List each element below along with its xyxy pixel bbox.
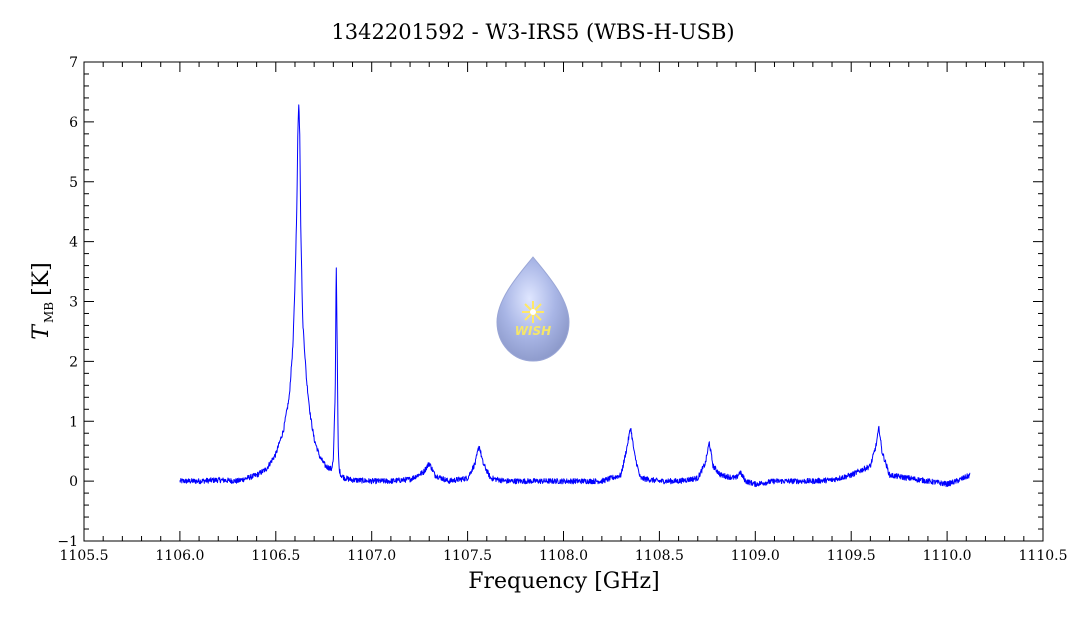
x-tick-labels: 1105.5 1106.0 1106.5 1107.0 1107.5 1108.0 1108… xyxy=(60,548,1067,564)
y-tick-label: 5 xyxy=(69,175,78,191)
y-axis-label-sub: MB xyxy=(42,302,56,323)
y-tick-label: 2 xyxy=(69,354,78,370)
y-tick-label: 1 xyxy=(69,414,78,430)
y-tick-label: −1 xyxy=(57,534,78,550)
y-tick-label: 6 xyxy=(69,115,78,131)
x-tick-label: 1107.0 xyxy=(347,548,396,564)
svg-text:TMB[K]: TMB [K] xyxy=(29,262,56,339)
watermark-text: WISH xyxy=(515,324,551,338)
x-tick-label: 1110.5 xyxy=(1019,548,1067,564)
x-tick-label: 1106.5 xyxy=(251,548,300,564)
chart-title: 1342201592 - W3-IRS5 (WBS-H-USB) xyxy=(331,20,734,44)
y-tick-label: 0 xyxy=(69,474,78,490)
y-axis-label-unit: [K] xyxy=(29,262,54,296)
x-axis-label: Frequency [GHz] xyxy=(468,569,660,594)
y-tick-label: 7 xyxy=(69,55,78,71)
y-tick-label: 4 xyxy=(69,235,78,251)
y-axis-label-main: T xyxy=(29,323,54,340)
spectrum-line xyxy=(179,104,971,488)
x-tick-label: 1108.0 xyxy=(539,548,588,564)
wish-logo: WISH xyxy=(496,256,570,362)
x-tick-label: 1108.5 xyxy=(635,548,684,564)
y-axis-label: TMB [K] xyxy=(29,262,56,339)
star-icon xyxy=(522,301,544,323)
axis-ticks xyxy=(83,61,1044,542)
x-tick-label: 1109.5 xyxy=(827,548,876,564)
x-tick-label: 1105.5 xyxy=(60,548,109,564)
x-tick-label: 1110.0 xyxy=(923,548,972,564)
x-tick-label: 1106.0 xyxy=(155,548,204,564)
y-tick-labels: −1 0 1 2 3 4 5 6 7 xyxy=(57,55,78,550)
x-tick-label: 1109.0 xyxy=(731,548,780,564)
y-tick-label: 3 xyxy=(69,295,78,311)
x-tick-label: 1107.5 xyxy=(443,548,492,564)
